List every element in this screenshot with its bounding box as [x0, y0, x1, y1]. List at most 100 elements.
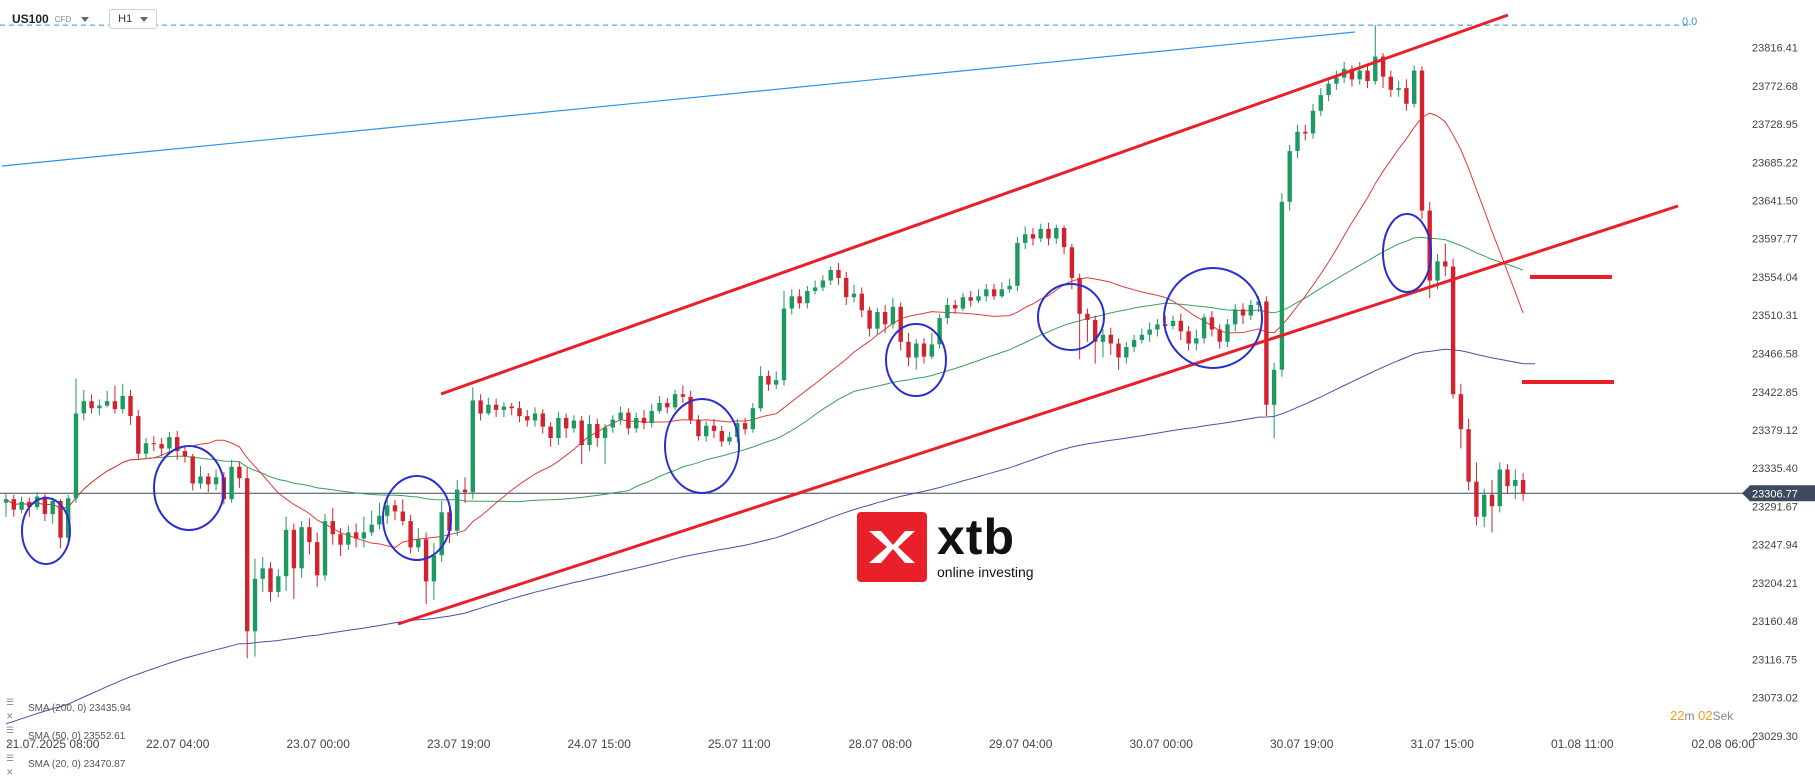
candle[interactable]: [353, 523, 359, 548]
candle[interactable]: [797, 289, 802, 309]
candle[interactable]: [882, 305, 888, 334]
candle[interactable]: [19, 496, 24, 514]
candle[interactable]: [159, 437, 164, 457]
candle[interactable]: [587, 415, 592, 452]
candle[interactable]: [1458, 383, 1464, 449]
candle[interactable]: [1061, 225, 1067, 255]
candle[interactable]: [976, 289, 981, 304]
candle[interactable]: [1023, 226, 1028, 250]
sma-50-line[interactable]: [5, 236, 1524, 509]
candle[interactable]: [1310, 103, 1316, 139]
candle[interactable]: [595, 418, 600, 447]
candle[interactable]: [283, 516, 289, 592]
legend-item[interactable]: ☰ ✕ SMA (20, 0) 23470.87: [6, 751, 131, 779]
candle[interactable]: [1357, 61, 1362, 85]
candle[interactable]: [1412, 65, 1417, 108]
candle[interactable]: [991, 284, 997, 300]
candle[interactable]: [400, 499, 405, 526]
candle[interactable]: [416, 528, 421, 552]
candle[interactable]: [1474, 462, 1479, 526]
highlight-ellipse[interactable]: [21, 497, 71, 565]
candle[interactable]: [890, 298, 896, 329]
candle[interactable]: [369, 510, 374, 536]
candle[interactable]: [1147, 322, 1152, 342]
candle[interactable]: [439, 500, 444, 563]
candle[interactable]: [1466, 418, 1471, 491]
trendline[interactable]: [1, 31, 1356, 167]
candle[interactable]: [1085, 308, 1090, 342]
candle[interactable]: [696, 415, 701, 441]
candle[interactable]: [315, 532, 320, 587]
candle[interactable]: [851, 284, 857, 303]
candle[interactable]: [556, 411, 561, 445]
candle[interactable]: [649, 403, 654, 428]
candle[interactable]: [1419, 66, 1425, 220]
candle[interactable]: [128, 389, 133, 425]
candle[interactable]: [898, 302, 903, 351]
candle[interactable]: [3, 493, 9, 517]
candle[interactable]: [1396, 81, 1401, 97]
sma-20-line[interactable]: [5, 112, 1524, 549]
highlight-ellipse[interactable]: [664, 398, 740, 494]
candle[interactable]: [455, 479, 460, 536]
candle[interactable]: [509, 402, 514, 416]
candle[interactable]: [836, 263, 841, 285]
candle[interactable]: [1334, 70, 1339, 90]
legend-item[interactable]: ☰ ✕ SMA (50, 0) 23552.61: [6, 723, 131, 751]
candle[interactable]: [937, 313, 942, 349]
candle[interactable]: [1233, 304, 1238, 332]
candle[interactable]: [914, 339, 919, 370]
candle[interactable]: [665, 397, 670, 414]
candle[interactable]: [540, 409, 545, 434]
candle[interactable]: [206, 472, 211, 493]
candle[interactable]: [1482, 488, 1487, 528]
candle[interactable]: [167, 431, 172, 454]
eye-icon[interactable]: ☰ ✕: [6, 697, 15, 721]
candle[interactable]: [11, 494, 16, 517]
candle[interactable]: [641, 409, 647, 430]
channel-upper-line[interactable]: [440, 13, 1509, 396]
candle[interactable]: [766, 370, 771, 391]
candle[interactable]: [1194, 329, 1199, 351]
candle[interactable]: [291, 523, 297, 599]
candle[interactable]: [112, 385, 118, 414]
channel-lower-line[interactable]: [397, 204, 1679, 626]
candle[interactable]: [781, 291, 787, 386]
candle[interactable]: [1201, 313, 1207, 344]
candle[interactable]: [213, 469, 219, 491]
candle[interactable]: [260, 556, 265, 592]
candle[interactable]: [1209, 311, 1215, 337]
candle[interactable]: [1108, 327, 1113, 355]
candle[interactable]: [1015, 236, 1020, 292]
candle[interactable]: [1279, 193, 1285, 377]
candle[interactable]: [1030, 228, 1036, 246]
sma-200-line[interactable]: [5, 348, 1536, 725]
candle[interactable]: [97, 399, 102, 416]
candle[interactable]: [945, 298, 950, 325]
candle[interactable]: [1264, 296, 1269, 417]
candle[interactable]: [859, 287, 864, 318]
candle[interactable]: [447, 506, 452, 543]
candle[interactable]: [245, 467, 250, 659]
candle[interactable]: [392, 500, 398, 521]
legend-item[interactable]: ☰ ✕ SMA (200, 0) 23435.94: [6, 695, 131, 723]
candle[interactable]: [1326, 77, 1331, 102]
candle[interactable]: [501, 402, 507, 417]
candle[interactable]: [1373, 25, 1378, 85]
candle[interactable]: [564, 413, 569, 438]
candle[interactable]: [423, 532, 429, 605]
candle[interactable]: [229, 459, 234, 503]
price-chart[interactable]: 23816.41 23772.68 23728.95 23685.22 23641.50…: [0, 0, 1815, 761]
candle[interactable]: [1124, 341, 1129, 364]
candle[interactable]: [1248, 299, 1253, 320]
candle[interactable]: [190, 453, 195, 491]
candle[interactable]: [104, 390, 110, 408]
candle[interactable]: [1139, 328, 1145, 344]
candle[interactable]: [1178, 313, 1183, 341]
candle[interactable]: [742, 417, 748, 435]
candle[interactable]: [657, 395, 662, 414]
candle[interactable]: [875, 307, 880, 335]
candle[interactable]: [493, 398, 499, 417]
candle[interactable]: [182, 446, 188, 463]
candle[interactable]: [198, 465, 203, 489]
